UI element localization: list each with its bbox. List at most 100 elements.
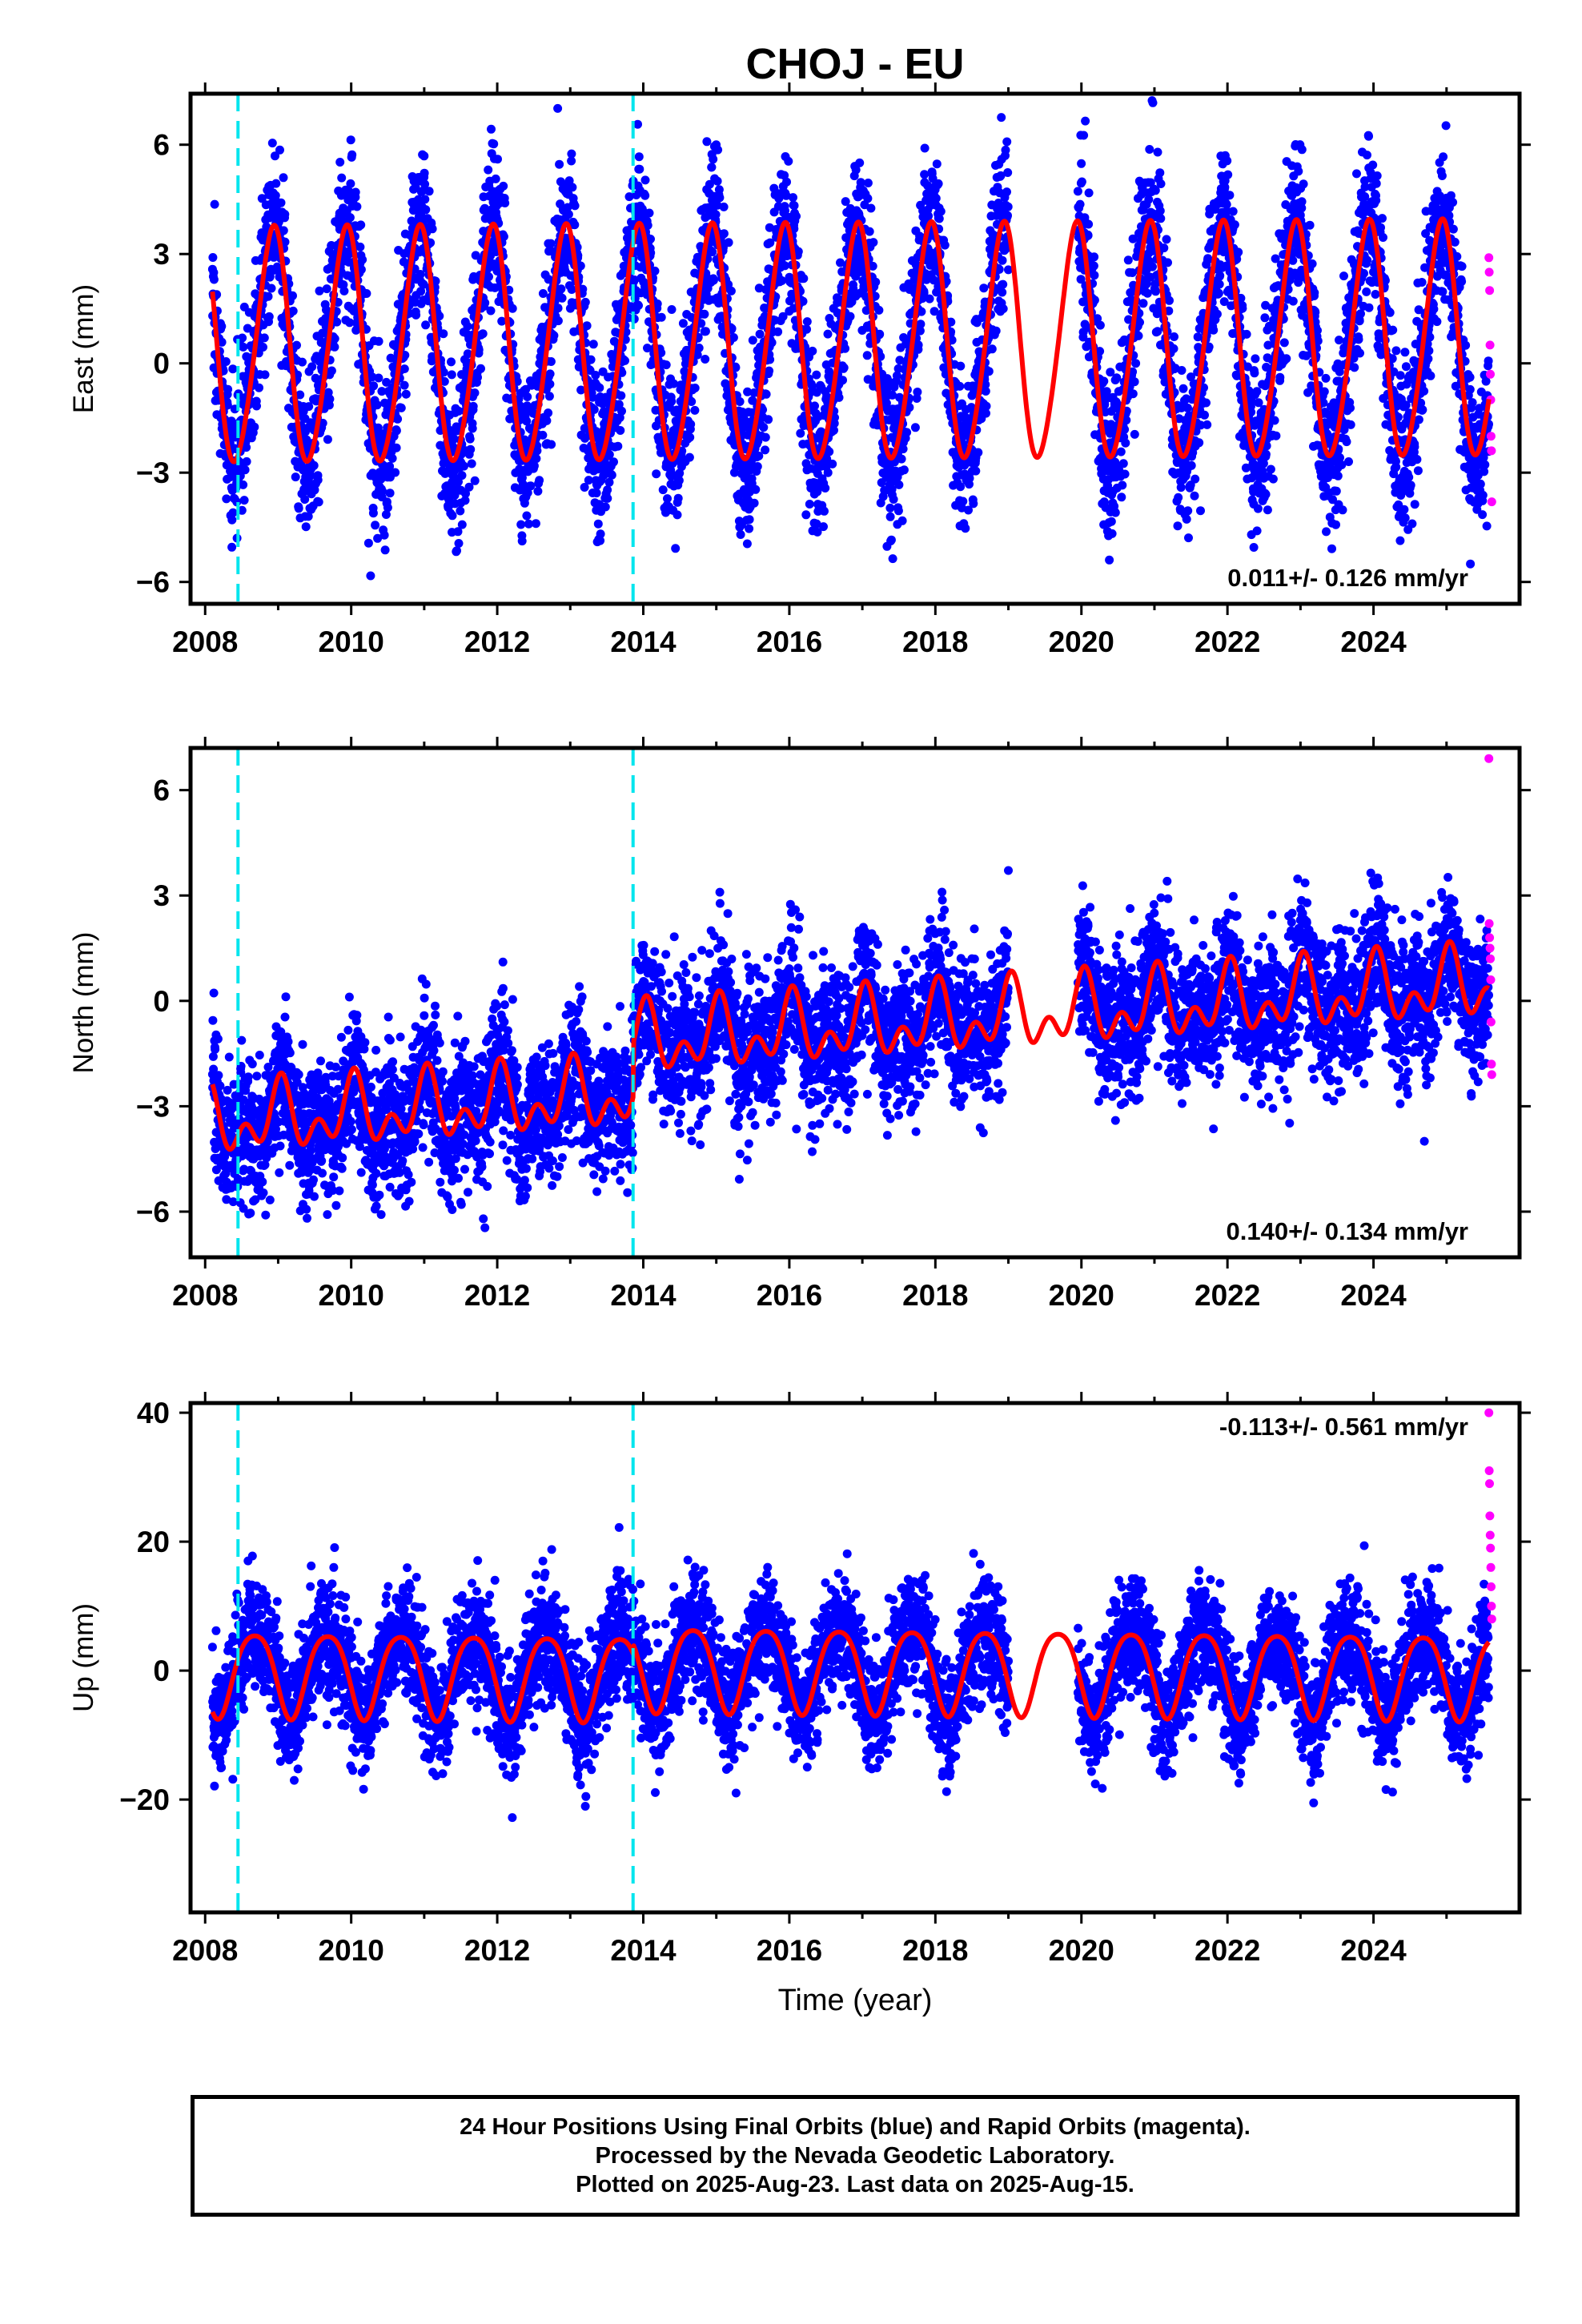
east-point [1099,376,1109,386]
east-point [1159,243,1169,253]
east-point [288,306,298,316]
east-point [742,539,752,549]
east-point [264,312,274,321]
east-point [894,480,904,489]
east-point [1252,526,1262,536]
east-point [805,500,814,509]
east-point [259,333,269,343]
east-point [997,113,1006,123]
east-point [729,333,738,342]
east-point [724,238,733,247]
east-point [1182,514,1191,524]
east-point [345,213,355,223]
east-point [464,482,474,492]
east-point [1169,344,1178,353]
east-point [719,229,729,239]
east-point [711,210,721,219]
east-point [902,428,912,437]
east-point [819,522,828,532]
east-point [1268,474,1278,484]
east-point [825,447,834,456]
east-point [210,199,219,209]
east-point [1156,179,1166,188]
east-point [596,529,605,539]
east-point [702,137,712,147]
east-point [889,495,898,504]
east-point [761,432,770,442]
east-point [454,477,463,487]
east-point [1263,505,1272,515]
east-point [1105,555,1114,565]
east-point [453,527,463,537]
east-point [820,506,829,516]
east-point [553,304,563,313]
east-point [526,481,536,491]
east-point [567,156,576,166]
east-point [352,202,362,211]
east-point [845,312,855,321]
east-point [998,304,1008,313]
east-point [372,400,382,410]
east-point [1090,271,1099,280]
east-point [580,483,589,492]
east-point [463,322,472,331]
east-point [875,329,885,339]
east-point [685,452,694,462]
east-point [634,301,643,310]
east-point [823,329,833,339]
east-point [773,327,783,336]
east-point [753,462,762,471]
east-point [332,317,342,327]
east-point [828,459,837,468]
east-point [416,270,425,279]
east-point [362,289,371,298]
east-point [339,286,349,296]
east-point [1215,279,1224,289]
east-point [1003,168,1013,177]
east-point [643,344,652,353]
east-point [810,401,819,411]
east-point [419,279,428,289]
east-point [553,103,563,113]
east-point [593,519,603,529]
east-point [473,372,482,382]
east-point [886,535,896,545]
east-point [556,284,566,294]
east-point [656,312,666,322]
east-point [476,364,485,373]
east-point [307,362,317,372]
east-point [396,403,406,412]
east-point [956,482,966,492]
east-point [1131,359,1141,368]
east-point [484,165,493,175]
east-point [1195,438,1204,448]
east-point [497,316,507,326]
east-point [356,265,366,275]
east-point [885,512,895,521]
east-point [897,516,907,525]
east-point [379,530,389,540]
east-point [998,279,1008,289]
east-point [471,251,480,260]
east-point [971,466,981,476]
east-point [673,493,683,503]
east-point [1142,288,1152,298]
east-point [656,348,666,357]
east-point [1223,156,1232,166]
east-point [812,370,821,380]
east-point [1079,131,1089,140]
east-point [931,194,941,203]
east-point [456,506,465,516]
east-point [538,289,548,298]
east-point [588,392,597,402]
east-point [799,274,809,283]
east-point [1003,211,1012,220]
east-point [1203,254,1213,263]
east-point [604,450,614,460]
east-point [460,496,470,505]
east-point [658,485,668,495]
east-point [447,370,456,380]
east-point [1275,372,1285,382]
east-point [969,499,978,509]
east-point [685,432,695,442]
